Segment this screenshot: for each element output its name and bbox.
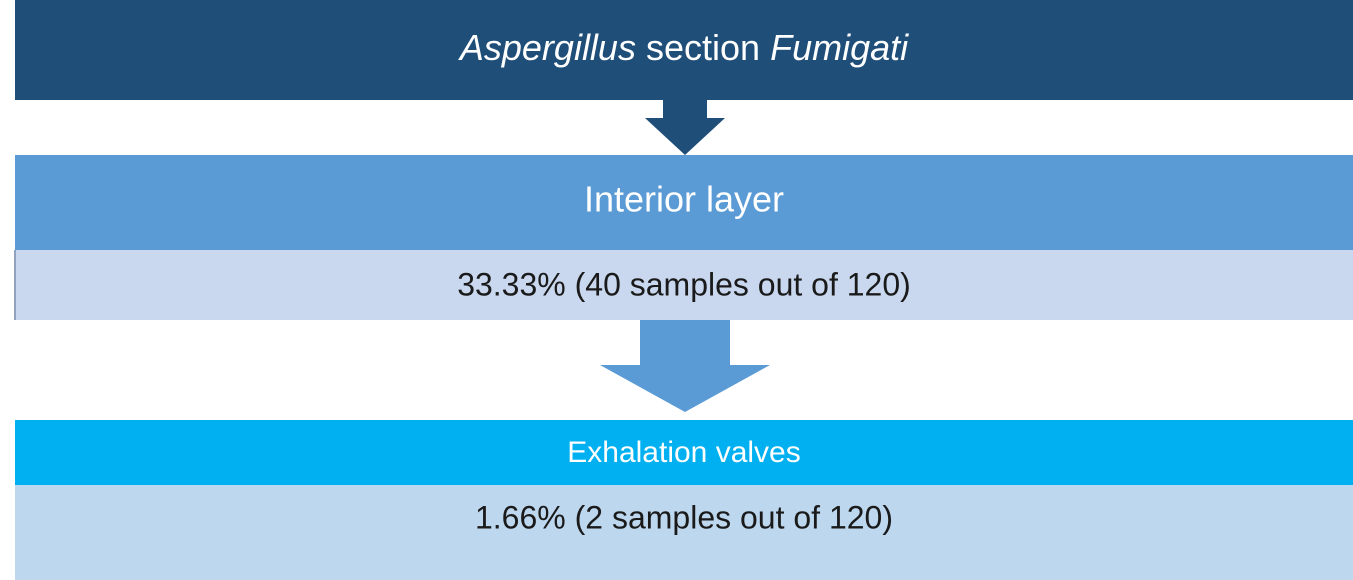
title-name: Fumigati bbox=[770, 27, 909, 68]
stage-result: 33.33% (40 samples out of 120) bbox=[457, 266, 911, 302]
title: Aspergillus section Fumigati bbox=[458, 27, 909, 68]
arrow bbox=[645, 100, 725, 155]
stage-result: 1.66% (2 samples out of 120) bbox=[475, 499, 893, 535]
title-rank: section bbox=[646, 27, 760, 68]
stage-label: Interior layer bbox=[584, 179, 784, 220]
title-box bbox=[15, 0, 1353, 100]
arrow bbox=[600, 320, 770, 412]
stage-label: Exhalation valves bbox=[567, 436, 800, 469]
result-box bbox=[15, 250, 1353, 320]
result-box bbox=[15, 485, 1353, 580]
title-genus: Aspergillus bbox=[458, 27, 636, 68]
stage-box bbox=[15, 155, 1353, 250]
stage-box bbox=[15, 420, 1353, 485]
